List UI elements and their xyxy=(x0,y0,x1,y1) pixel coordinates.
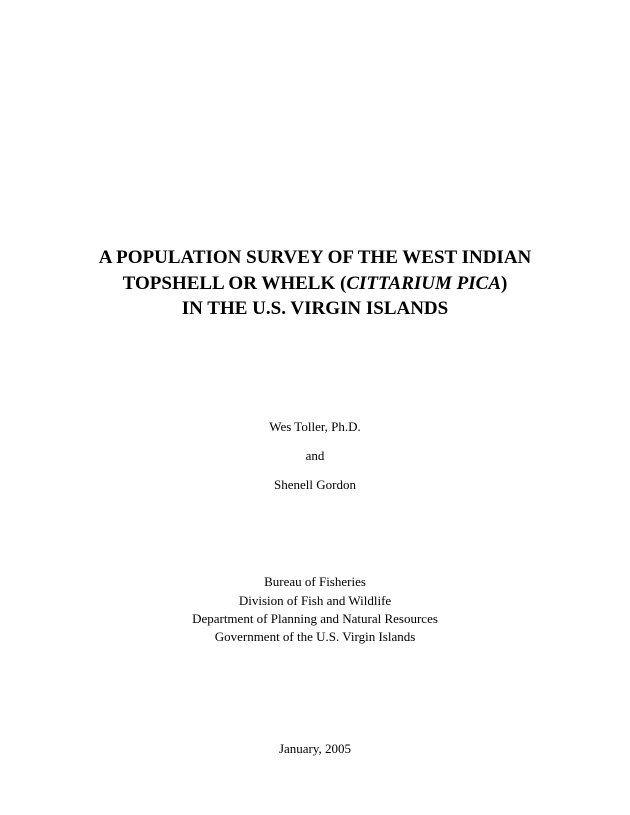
title-line-2-post: ) xyxy=(501,273,507,294)
date-block: January, 2005 xyxy=(70,741,560,757)
affiliation-block: Bureau of Fisheries Division of Fish and… xyxy=(70,573,560,646)
title-line-3: IN THE U.S. VIRGIN ISLANDS xyxy=(70,296,560,322)
publication-date: January, 2005 xyxy=(279,741,351,756)
author-connector: and xyxy=(70,446,560,467)
affiliation-line-2: Division of Fish and Wildlife xyxy=(70,592,560,610)
title-species-name: CITTARIUM PICA xyxy=(346,273,501,294)
title-line-2-pre: TOPSHELL OR WHELK ( xyxy=(123,273,347,294)
affiliation-line-4: Government of the U.S. Virgin Islands xyxy=(70,628,560,646)
document-page: A POPULATION SURVEY OF THE WEST INDIAN T… xyxy=(0,0,630,815)
title-line-2: TOPSHELL OR WHELK (CITTARIUM PICA) xyxy=(70,271,560,297)
title-line-1: A POPULATION SURVEY OF THE WEST INDIAN xyxy=(70,245,560,271)
author-2: Shenell Gordon xyxy=(70,475,560,496)
title-block: A POPULATION SURVEY OF THE WEST INDIAN T… xyxy=(70,245,560,322)
affiliation-line-1: Bureau of Fisheries xyxy=(70,573,560,591)
authors-block: Wes Toller, Ph.D. and Shenell Gordon xyxy=(70,417,560,503)
affiliation-line-3: Department of Planning and Natural Resou… xyxy=(70,610,560,628)
author-1: Wes Toller, Ph.D. xyxy=(70,417,560,438)
